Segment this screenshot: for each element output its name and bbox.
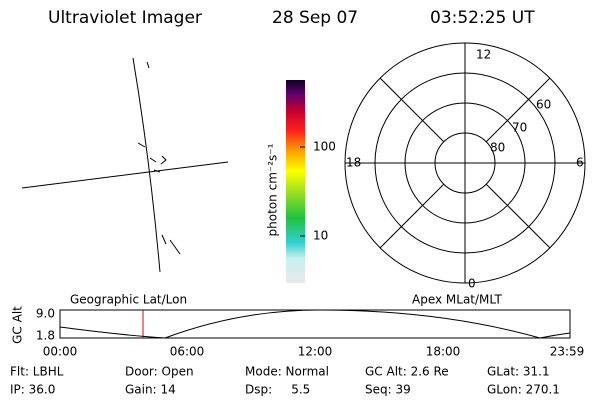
- info-field: GC Alt: 2.6 Re: [365, 365, 449, 379]
- mlt-label: 12: [476, 48, 491, 62]
- alt-tick-label: 9.0: [36, 307, 55, 321]
- colorbar-label: photon cm⁻²s⁻¹: [266, 143, 280, 236]
- info-field: Door: Open: [125, 365, 194, 379]
- time: 03:52:25 UT: [430, 8, 535, 28]
- time-tick-label: 23:59: [550, 345, 585, 359]
- altitude-frame: [59, 309, 571, 339]
- info-field: Seq: 39: [365, 383, 411, 397]
- colorbar-tick-label: 10: [313, 229, 328, 243]
- colorbar-tick-label: 100: [313, 140, 336, 154]
- mlt-label: 6: [576, 156, 584, 170]
- info-field: Dsp: 5.5: [245, 383, 310, 397]
- geo-grid: [21, 57, 229, 273]
- title: Ultraviolet Imager: [48, 8, 202, 28]
- mlt-label: 18: [346, 156, 361, 170]
- info-field: Gain: 14: [125, 383, 176, 397]
- alt-axis-label: GC Alt: [11, 306, 25, 344]
- altitude-curve: [59, 309, 571, 339]
- map-label: Apex MLat/MLT: [412, 293, 502, 307]
- info-field: GLon: 270.1: [487, 383, 560, 397]
- info-field: Mode: Normal: [245, 365, 329, 379]
- polar-grid: [344, 42, 586, 284]
- alt-tick-label: 1.8: [36, 329, 55, 343]
- map-label: Geographic Lat/Lon: [70, 293, 187, 307]
- colorbar: [286, 80, 305, 283]
- info-field: GLat: 31.1: [487, 365, 550, 379]
- date: 28 Sep 07: [272, 8, 358, 28]
- time-tick-label: 18:00: [426, 345, 461, 359]
- info-field: Flt: LBHL: [10, 365, 64, 379]
- info-panel: Flt: LBHL Door: Open Mode: Normal GC Alt: 2…: [10, 365, 560, 397]
- info-field: IP: 36.0: [10, 383, 55, 397]
- time-tick-label: 06:00: [170, 345, 205, 359]
- lat-label: 60: [536, 98, 551, 112]
- mlt-label: 0: [468, 277, 476, 291]
- time-tick-label: 00:00: [43, 345, 78, 359]
- lat-label: 70: [512, 121, 527, 135]
- lat-label: 80: [490, 141, 505, 155]
- time-tick-label: 12:00: [298, 345, 333, 359]
